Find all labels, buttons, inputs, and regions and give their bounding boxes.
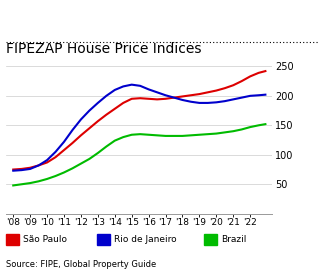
Text: São Paulo: São Paulo bbox=[23, 235, 67, 244]
Text: Brazil: Brazil bbox=[221, 235, 246, 244]
Text: FIPEZAP House Price Indices: FIPEZAP House Price Indices bbox=[6, 42, 202, 56]
Text: Rio de Janeiro: Rio de Janeiro bbox=[114, 235, 177, 244]
Text: Source: FIPE, Global Property Guide: Source: FIPE, Global Property Guide bbox=[6, 259, 157, 269]
